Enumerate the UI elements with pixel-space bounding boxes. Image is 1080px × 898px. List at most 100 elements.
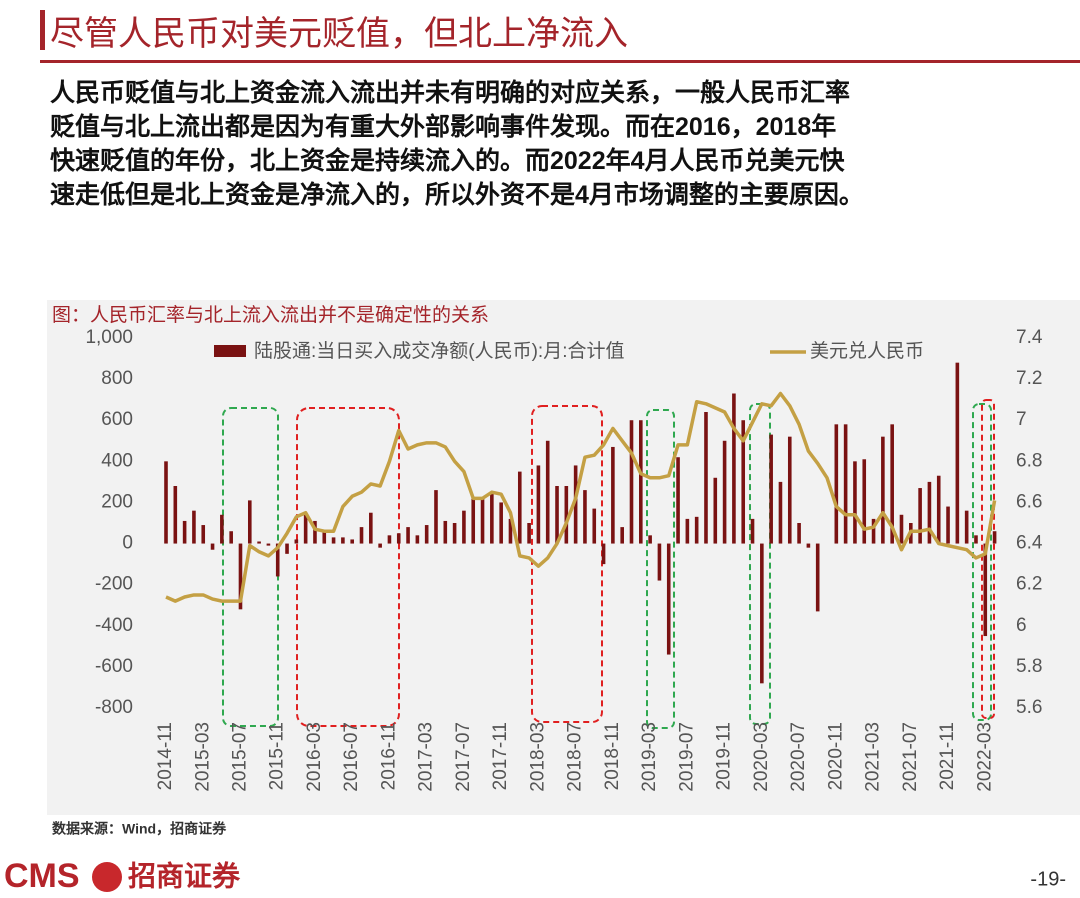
bar <box>992 531 997 544</box>
bar <box>964 510 969 544</box>
bar <box>490 492 494 544</box>
line <box>165 391 997 603</box>
x-tick-label: 2015-07 <box>229 722 250 792</box>
bar <box>369 512 373 544</box>
x-tick-label: 2021-11 <box>937 722 958 790</box>
bar <box>322 531 327 544</box>
bar <box>517 471 522 544</box>
y-tick-label: 200 <box>101 491 133 512</box>
bar <box>694 516 699 544</box>
y-tick-label: -200 <box>95 574 133 595</box>
bar <box>294 539 299 544</box>
y2-tick-label: 5.6 <box>1016 697 1042 718</box>
bar <box>536 465 541 544</box>
bar <box>639 420 643 544</box>
title-rule <box>40 60 1080 63</box>
y-tick-label: 0 <box>122 533 133 554</box>
logo-cn: 招商证券 <box>128 860 241 891</box>
bar <box>899 514 904 544</box>
bar <box>806 543 811 548</box>
bar <box>378 543 382 548</box>
bar <box>266 543 271 546</box>
logo-en: CMS <box>4 857 80 895</box>
bar <box>955 362 960 544</box>
bar <box>927 481 932 544</box>
page-number: -19- <box>1030 868 1066 890</box>
bar <box>778 481 783 544</box>
bar <box>527 523 531 544</box>
y2-tick-label: 7.4 <box>1016 327 1043 348</box>
bar <box>555 486 559 544</box>
x-tick-label: 2016-03 <box>304 722 325 792</box>
bar <box>415 535 420 544</box>
y2-tick-label: 6 <box>1016 615 1027 636</box>
legend-label: 陆股通:当日买入成交净额(人民币):月:合计值 <box>254 340 625 362</box>
bar <box>238 543 243 610</box>
bar <box>359 527 364 544</box>
bar <box>713 477 718 544</box>
bar <box>648 535 652 544</box>
bar <box>592 508 597 544</box>
y2-tick-label: 6.4 <box>1016 533 1043 554</box>
highlight-box <box>296 407 400 727</box>
bar <box>797 523 801 544</box>
bar <box>443 520 448 544</box>
bar <box>769 434 773 544</box>
bar <box>220 514 224 544</box>
logo-icon <box>92 862 122 892</box>
bar <box>406 527 410 544</box>
x-tick-label: 2017-03 <box>416 722 437 792</box>
bar <box>750 518 755 544</box>
bar <box>564 486 569 544</box>
bar <box>974 535 978 544</box>
y2-tick-label: 7.2 <box>1016 368 1042 389</box>
bar <box>303 512 308 544</box>
bar <box>331 537 336 544</box>
bar <box>611 446 615 544</box>
slide-title: 尽管人民币对美元贬值，但北上净流入 <box>50 16 628 53</box>
legend-label: 美元兑人民币 <box>810 340 924 362</box>
bar <box>722 440 727 544</box>
bar <box>480 498 485 544</box>
bar <box>843 424 848 544</box>
y-tick-label: -600 <box>95 656 133 677</box>
paragraph: 人民币贬值与北上资金流入流出并未有明确的对应关系，一般人民币汇率 贬值与北上流出… <box>50 76 864 212</box>
bar <box>285 543 289 554</box>
x-tick-label: 2018-11 <box>602 722 623 790</box>
text-line: 快速贬值的年份，北上资金是持续流入的。而2022年4月人民币兑美元快 <box>50 147 845 175</box>
title-accent <box>40 10 45 50</box>
bar <box>471 498 476 544</box>
bar <box>787 436 792 544</box>
bar <box>508 518 513 544</box>
x-tick-label: 2016-07 <box>341 722 362 792</box>
bar <box>201 525 206 544</box>
x-tick-label: 2018-03 <box>527 722 548 792</box>
bar <box>629 420 634 544</box>
bar <box>871 518 876 544</box>
x-tick-label: 2019-07 <box>676 722 697 792</box>
text-line: 人民币贬值与北上资金流入流出并未有明确的对应关系，一般人民币汇率 <box>50 79 851 107</box>
bar <box>853 461 857 544</box>
y-tick-label: 1,000 <box>85 327 133 348</box>
bar <box>229 531 233 544</box>
x-tick-label: 2014-11 <box>155 722 176 790</box>
bar <box>434 490 438 544</box>
x-tick-label: 2018-07 <box>565 722 586 792</box>
bar <box>313 520 317 544</box>
x-tick-label: 2015-03 <box>192 722 213 792</box>
y-tick-label: 600 <box>101 409 133 430</box>
bar <box>350 539 354 544</box>
bar <box>192 510 196 544</box>
bar <box>341 537 345 544</box>
bar <box>247 500 252 544</box>
bar <box>573 465 578 544</box>
bar <box>396 533 401 544</box>
bar <box>834 424 839 544</box>
y2-tick-label: 6.6 <box>1016 491 1042 512</box>
bar <box>210 543 215 550</box>
bar <box>685 518 690 544</box>
bar <box>462 510 466 544</box>
bar <box>862 459 867 544</box>
y-tick-label: -800 <box>95 697 133 718</box>
bar <box>732 393 736 544</box>
